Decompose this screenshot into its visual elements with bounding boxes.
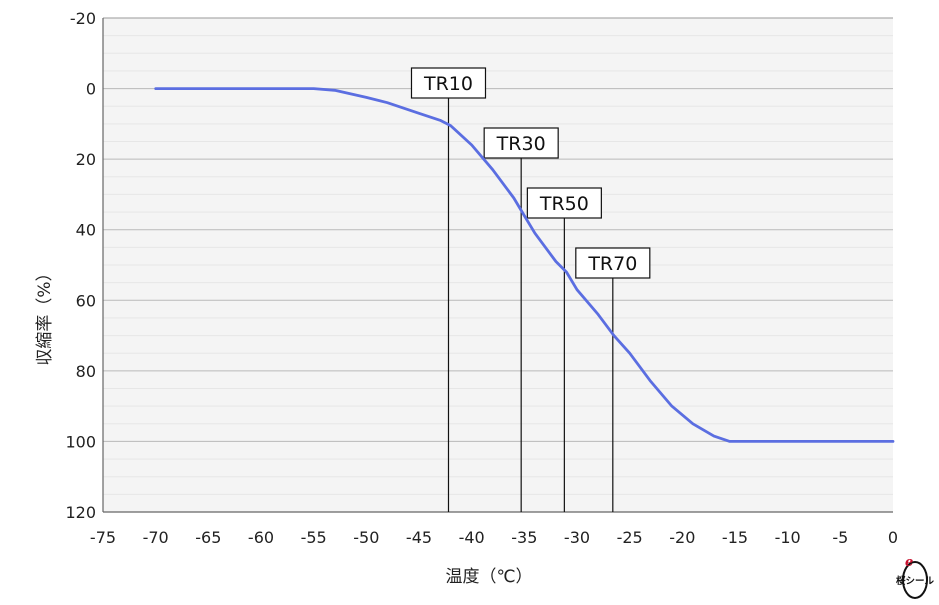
- tr-label: TR30: [496, 133, 546, 155]
- tr-label-box: [526, 187, 602, 219]
- shrinkage-curve: [154, 87, 895, 443]
- y-tick-label: 20: [76, 150, 96, 169]
- tr-label-box: [410, 67, 487, 99]
- y-tick-label: 120: [65, 503, 96, 522]
- x-tick-label: -35: [511, 528, 537, 547]
- x-tick-label: -10: [775, 528, 801, 547]
- series-layer: [154, 87, 895, 443]
- x-tick-label: -15: [722, 528, 748, 547]
- x-tick-label: -20: [669, 528, 695, 547]
- tr-label: TR50: [539, 193, 589, 215]
- x-tick-label: -60: [248, 528, 274, 547]
- x-tick-labels: -75 -70 -65 -60 -55 -50 -45 -40 -35 -30 -25 -20 -15-…: [90, 528, 898, 547]
- y-axis-title: 収縮率（%）: [35, 264, 55, 365]
- x-tick-label: 0: [888, 528, 898, 547]
- x-tick-label: -25: [617, 528, 643, 547]
- x-tick-label: -55: [301, 528, 327, 547]
- x-tick-label: -50: [353, 528, 379, 547]
- company-logo: e 桜シール: [896, 555, 935, 599]
- tr-label: TR70: [587, 253, 637, 275]
- minor-gridlines: [103, 35, 893, 495]
- y-tick-label: 100: [65, 432, 96, 451]
- x-tick-label: -75: [90, 528, 116, 547]
- x-tick-label: -5: [832, 528, 848, 547]
- y-tick-label: -20: [70, 9, 96, 28]
- logo-mark-icon: e: [905, 555, 913, 570]
- x-tick-label: -70: [143, 528, 169, 547]
- y-tick-label: 0: [86, 80, 96, 99]
- y-tick-label: 40: [76, 221, 96, 240]
- x-axis-title: 温度（℃）: [445, 567, 532, 587]
- x-tick-label: -40: [459, 528, 485, 547]
- tr-label-box: [483, 127, 559, 159]
- x-tick-label: -30: [564, 528, 590, 547]
- x-tick-label: -45: [406, 528, 432, 547]
- y-tick-label: 80: [76, 362, 96, 381]
- tr-label-box: [575, 247, 651, 279]
- y-tick-label: 60: [76, 291, 96, 310]
- x-tick-label: -65: [195, 528, 221, 547]
- tr-annotations: TR10 TR30 TR50 TR70: [410, 67, 651, 512]
- y-tick-labels: -20 0 20 40 60 80 100 120: [65, 9, 96, 522]
- tr-label: TR10: [423, 73, 473, 95]
- logo-text: 桜シール: [896, 575, 935, 587]
- axes: [102, 17, 893, 513]
